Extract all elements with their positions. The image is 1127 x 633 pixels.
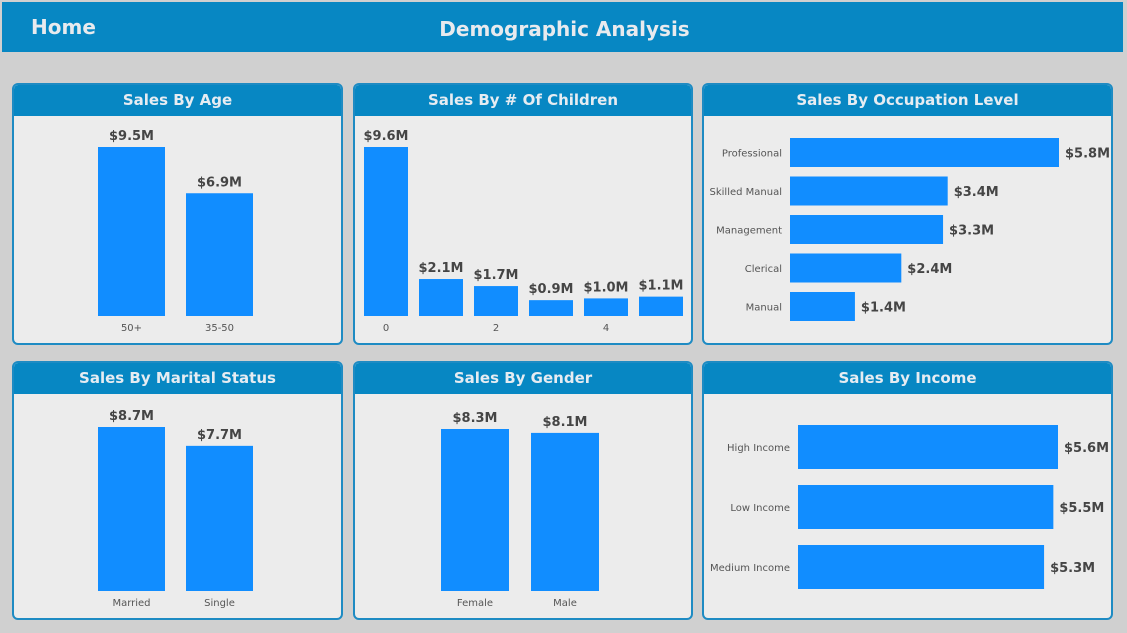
data-label: $9.5M: [109, 129, 154, 144]
data-label: $3.3M: [949, 224, 994, 239]
bar: [584, 298, 628, 316]
tick-label: 50+: [121, 323, 142, 334]
bar: [419, 279, 463, 316]
chart-sales-by-gender: $8.3M Female $8.1M Male: [441, 411, 599, 609]
tick-label: Single: [204, 598, 235, 609]
bar: [790, 138, 1059, 167]
category-label: Low Income: [730, 503, 790, 514]
bar: [790, 253, 902, 283]
data-label: $7.7M: [197, 428, 242, 443]
bar: [790, 292, 855, 321]
data-label: $5.6M: [1064, 441, 1109, 456]
bar: [529, 300, 573, 316]
category-label: Professional: [722, 149, 782, 160]
category-label: Clerical: [745, 264, 782, 275]
data-label: $1.4M: [861, 301, 906, 316]
bar: [798, 545, 1045, 589]
data-label: $5.5M: [1059, 501, 1104, 516]
data-label: $2.4M: [907, 262, 952, 277]
bar: [186, 445, 253, 591]
tick-label: 35-50: [205, 323, 234, 334]
data-label: $8.3M: [452, 411, 497, 426]
data-label: $8.1M: [542, 415, 587, 430]
bar: [639, 296, 683, 316]
bar: [186, 193, 253, 316]
bar: [98, 147, 165, 316]
panel-sales-by-age: Sales By Age $9.5M 50+ $6.9M 35-50: [12, 83, 343, 345]
data-label: $8.7M: [109, 409, 154, 424]
panel-title: Sales By Income: [704, 363, 1111, 394]
bar: [790, 215, 944, 244]
panel-title: Sales By Gender: [355, 363, 691, 394]
tick-label: Female: [457, 598, 493, 609]
data-label: $5.8M: [1065, 147, 1110, 162]
data-label: $1.7M: [473, 268, 518, 283]
data-label: $5.3M: [1050, 561, 1095, 576]
tick-label: 2: [493, 323, 499, 334]
chart-sales-by-children: $9.6M 0 $2.1M $1.7M 2 $0.9M $1.0M 4 $1.1M: [363, 129, 683, 334]
panel-title: Sales By Marital Status: [14, 363, 341, 394]
data-label: $3.4M: [954, 185, 999, 200]
panel-title: Sales By # Of Children: [355, 85, 691, 116]
tick-label: 4: [603, 323, 609, 334]
chart-sales-by-occupation: Professional $5.8M Skilled Manual $3.4M Mana…: [710, 138, 1110, 321]
chart-sales-by-marital-status: $8.7M Married $7.7M Single: [98, 409, 253, 609]
bar: [790, 176, 948, 206]
data-label: $1.0M: [583, 280, 628, 295]
bar: [798, 485, 1054, 529]
bar: [364, 147, 408, 316]
header-bar: Demographic Analysis Home: [2, 2, 1123, 52]
panel-sales-by-occupation: Sales By Occupation Level Professional $5…: [702, 83, 1113, 345]
data-label: $6.9M: [197, 175, 242, 190]
home-button[interactable]: Home: [31, 15, 96, 39]
data-label: $2.1M: [418, 261, 463, 276]
panel-title: Sales By Occupation Level: [704, 85, 1111, 116]
category-label: Skilled Manual: [710, 187, 783, 198]
category-label: Management: [716, 226, 782, 237]
data-label: $9.6M: [363, 129, 408, 144]
tick-label: 0: [383, 323, 389, 334]
panel-sales-by-marital-status: Sales By Marital Status $8.7M Married $7.7…: [12, 361, 343, 620]
panel-sales-by-income: Sales By Income High Income $5.6M Low Inco…: [702, 361, 1113, 620]
category-label: Medium Income: [710, 563, 790, 574]
chart-sales-by-age: $9.5M 50+ $6.9M 35-50: [98, 129, 253, 334]
bar: [531, 432, 599, 591]
panel-sales-by-gender: Sales By Gender $8.3M Female $8.1M Male: [353, 361, 693, 620]
chart-sales-by-income: High Income $5.6M Low Income $5.5M Medium In…: [710, 425, 1109, 589]
bar: [474, 286, 518, 316]
bar: [441, 429, 509, 591]
panel-sales-by-children: Sales By # Of Children $9.6M 0 $2.1M $1.7M 2…: [353, 83, 693, 345]
bar: [798, 425, 1058, 469]
data-label: $1.1M: [638, 279, 683, 294]
panel-title: Sales By Age: [14, 85, 341, 116]
category-label: High Income: [727, 443, 790, 454]
page-title: Demographic Analysis: [439, 17, 690, 41]
tick-label: Male: [553, 598, 577, 609]
tick-label: Married: [112, 598, 150, 609]
data-label: $0.9M: [528, 282, 573, 297]
bar: [98, 427, 165, 591]
category-label: Manual: [746, 303, 782, 314]
